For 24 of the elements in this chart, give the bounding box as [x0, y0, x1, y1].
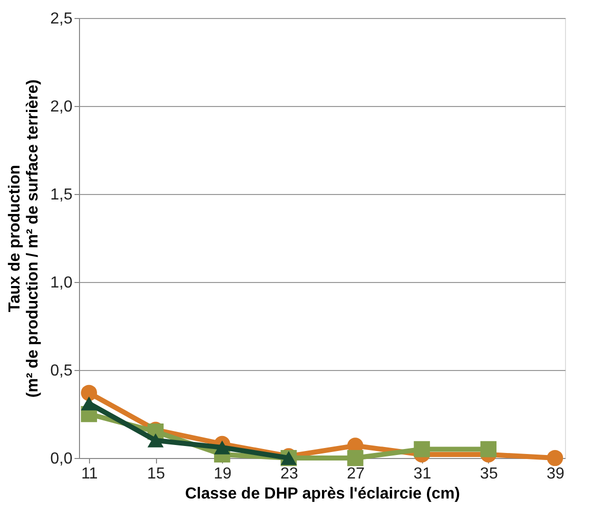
x-tick-label: 15 [147, 466, 166, 482]
x-tick-label: 39 [546, 466, 565, 482]
point [80, 384, 98, 401]
x-tick-label: 19 [214, 466, 232, 482]
point [148, 433, 164, 448]
x-tick-label: 31 [413, 466, 432, 482]
y-tick-label: 2,0 [50, 98, 73, 116]
point [214, 440, 230, 454]
x-axis-title: Classe de DHP après l'éclaircie (cm) [185, 486, 460, 502]
x-tick-label: 35 [480, 466, 498, 482]
x-tick-label: 23 [280, 466, 298, 482]
point [80, 396, 98, 410]
point [347, 450, 364, 466]
x-tick-label: 11 [81, 466, 98, 482]
y-tick-label: 1,0 [50, 274, 73, 292]
y-tick-label: 0,0 [50, 450, 73, 468]
point [480, 441, 496, 458]
x-tick-label: 27 [346, 466, 365, 482]
y-tick-label: 2,5 [50, 10, 73, 28]
y-tick-label: 0,5 [50, 362, 73, 380]
y-axis-title: Taux de production (m² de production / m² de surface terrière) [6, 79, 42, 398]
point [414, 441, 430, 458]
y-tick-label: 1,5 [50, 186, 73, 204]
point [546, 450, 564, 466]
